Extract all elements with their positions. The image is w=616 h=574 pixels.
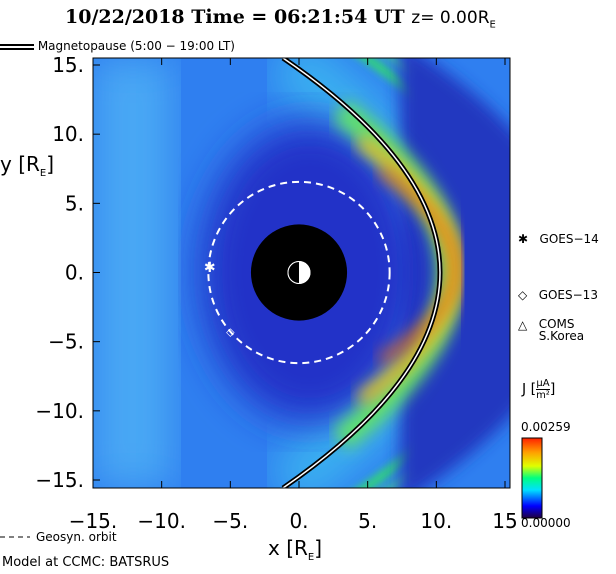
x-tick-label: 0. <box>289 509 308 533</box>
geosync-orbit <box>207 180 391 365</box>
title-date: 10/22/2018 <box>65 6 185 28</box>
x-tick-label: 10. <box>420 509 452 533</box>
x-axis-label: x [RE] <box>268 536 323 563</box>
title-time: Time = 06:21:54 UT <box>191 6 405 28</box>
colorbar <box>521 437 543 519</box>
heatmap <box>93 58 510 488</box>
legend-coms: △ COMS S.Korea <box>518 317 585 343</box>
earth-day-night-icon <box>287 261 311 284</box>
legend-goes14: ✱ GOES−14 <box>518 232 599 246</box>
geosync-legend-label: Geosyn. orbit <box>36 530 117 544</box>
magnetopause-legend: Magnetopause (5:00 − 19:00 LT) <box>0 39 235 53</box>
x-tick-label: −5. <box>212 509 248 533</box>
colorbar-max-label: 0.00259 <box>521 420 571 434</box>
legend-goes13: ◇ GOES−13 <box>518 288 598 302</box>
colorbar-label: J [μA m²] <box>522 378 556 401</box>
y-tick-label: −10. <box>35 399 84 423</box>
x-tick-label: 15 <box>492 509 517 533</box>
plot-title: 10/22/2018 Time = 06:21:54 UT z= 0.00RE <box>65 6 496 30</box>
y-tick-label: 15. <box>52 53 84 77</box>
satellite-marker: ◇ <box>226 326 235 339</box>
colorbar-min-label: 0.00000 <box>521 516 571 530</box>
title-z: z= 0.00R <box>411 8 490 28</box>
y-tick-label: −5. <box>48 330 84 354</box>
y-tick-label: 0. <box>65 261 84 285</box>
y-axis-label: y [RE] <box>0 152 55 179</box>
magnetopause-label: Magnetopause (5:00 − 19:00 LT) <box>37 39 235 53</box>
x-tick-label: −10. <box>137 509 186 533</box>
y-tick-label: 5. <box>65 191 84 215</box>
y-tick-label: 10. <box>52 122 84 146</box>
double-line-icon <box>0 43 34 50</box>
asterisk-icon: ✱ <box>518 232 529 246</box>
satellite-marker: ✱ <box>204 260 216 276</box>
x-tick-label: −15. <box>69 509 118 533</box>
footer-model-credit: Model at CCMC: BATSRUS <box>2 555 170 570</box>
x-tick-label: 5. <box>358 509 377 533</box>
title-z-sub: E <box>489 19 496 31</box>
diamond-icon: ◇ <box>518 288 528 302</box>
triangle-icon: △ <box>518 318 528 332</box>
y-tick-label: −15. <box>35 468 84 492</box>
